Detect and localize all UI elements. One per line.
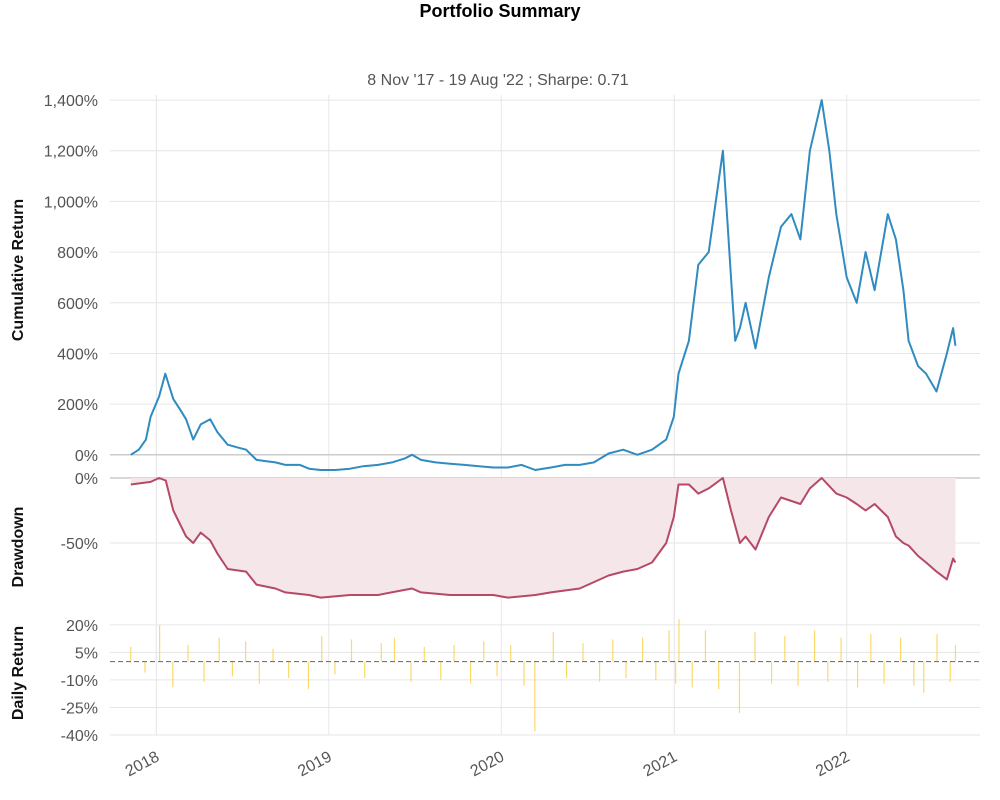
grid-layer [110,95,980,736]
chart-subtitle: 8 Nov '17 - 19 Aug '22 ; Sharpe: 0.71 [367,72,629,89]
fill-layer [130,478,956,598]
y-tick-label: 5% [75,645,98,662]
y-tick-label: 0% [75,448,98,465]
series-layer [110,99,980,732]
y-tick-label: 800% [57,245,98,262]
y-tick-label: -40% [61,728,98,745]
y-tick-label: 1,200% [44,144,98,161]
chart-title: Portfolio Summary [419,1,581,21]
drawdown-area [130,478,956,598]
cumulative-return-line [130,99,957,471]
y-tick-label: -50% [61,536,98,553]
y-tick-label: -25% [61,700,98,717]
y-tick-label: 1,000% [44,194,98,211]
x-tick-label: 2019 [295,748,334,780]
y-tick-label: 1,400% [44,93,98,110]
x-tick-label: 2020 [468,748,507,780]
y-tick-label: 20% [66,618,98,635]
drawdown-ylabel: Drawdown [10,507,27,588]
x-tick-label: 2021 [641,748,680,780]
x-tick-label: 2018 [123,748,162,780]
y-tick-label: 0% [75,471,98,488]
y-tick-label: 200% [57,397,98,414]
daily-ylabel: Daily Return [10,626,27,720]
y-tick-label: -10% [61,673,98,690]
drawdown-line [130,477,957,599]
y-tick-label: 400% [57,346,98,363]
y-tick-label: 600% [57,296,98,313]
cumulative-ylabel: Cumulative Return [10,199,27,341]
x-tick-label: 2022 [813,748,852,780]
